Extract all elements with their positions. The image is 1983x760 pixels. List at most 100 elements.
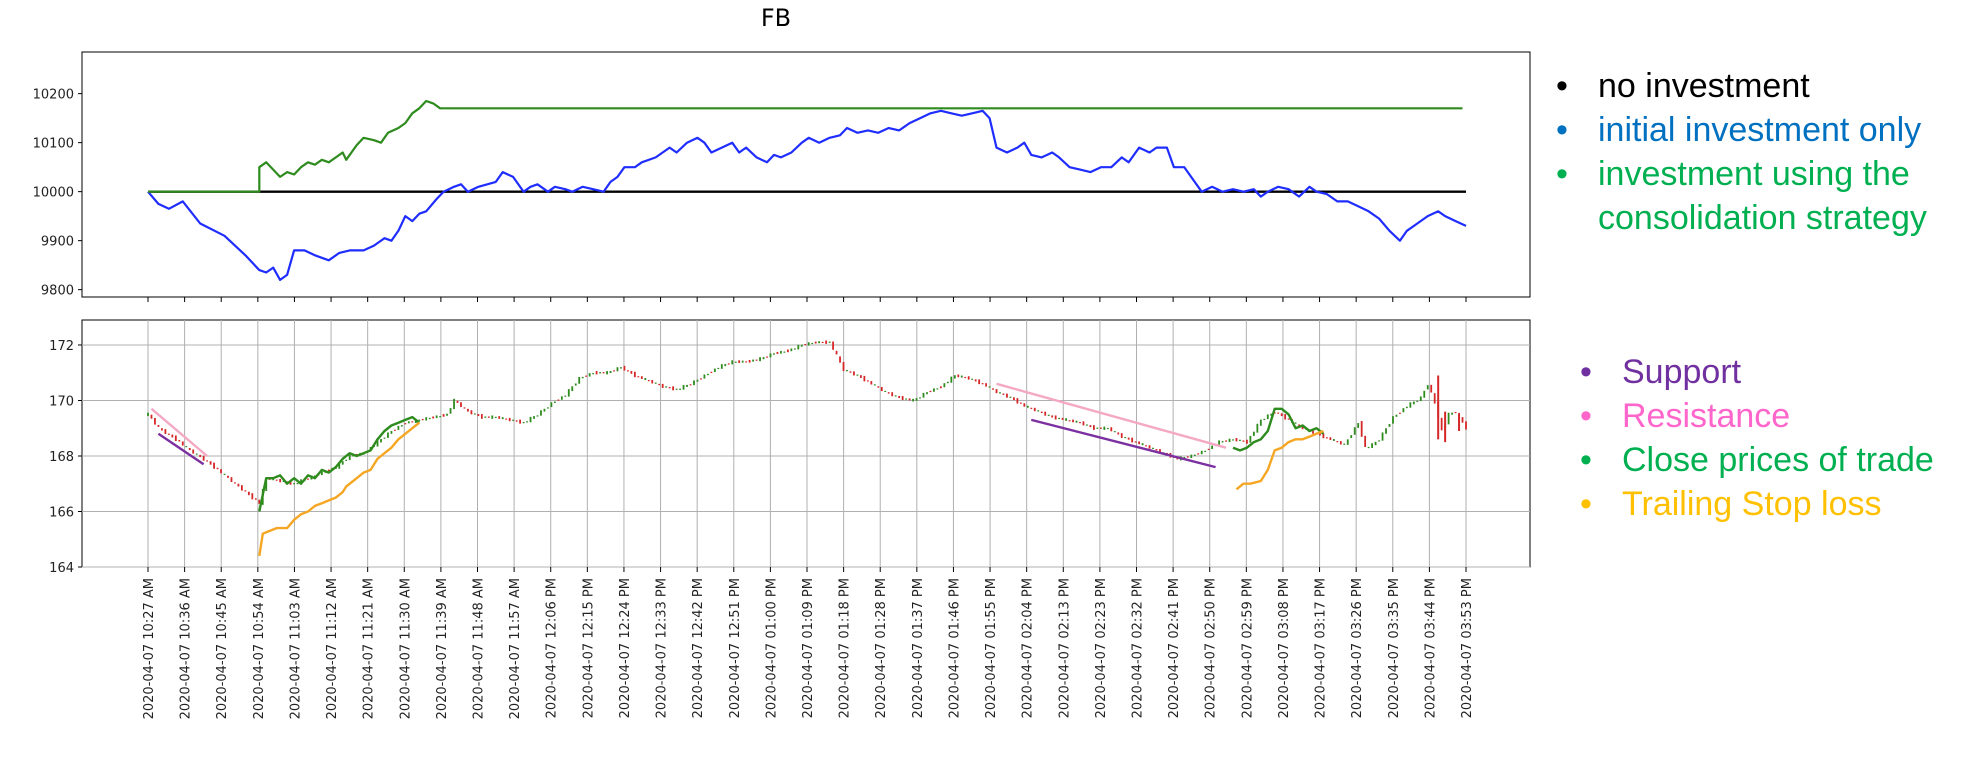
x-tick-label: 2020-04-07 12:24 PM [618, 578, 633, 718]
bullet-icon: • [1580, 485, 1592, 523]
candle [915, 398, 918, 401]
candle [380, 439, 382, 443]
candle [480, 414, 483, 419]
candle [1047, 414, 1050, 416]
candle [223, 473, 226, 475]
candle [1419, 396, 1422, 402]
legend-label: investment using the consolidation strat… [1598, 155, 1927, 237]
candle [1339, 441, 1342, 445]
bottom-plot-frame [81, 319, 1531, 568]
candle [1006, 393, 1008, 398]
candle [314, 475, 316, 477]
candle [1221, 441, 1224, 443]
candle [828, 341, 831, 343]
candle [901, 396, 904, 401]
candle [627, 370, 629, 372]
candle [157, 424, 160, 427]
candle [247, 491, 250, 496]
candle [501, 417, 504, 420]
candle [1242, 440, 1245, 442]
candle [1266, 414, 1269, 420]
candle [275, 479, 278, 481]
x-tick-label: 2020-04-07 11:12 AM [325, 578, 340, 719]
candle [675, 388, 678, 390]
candle [1353, 427, 1356, 435]
candle [240, 485, 243, 491]
candle [866, 380, 869, 382]
candle [477, 414, 480, 417]
candle [1374, 441, 1377, 446]
candle [731, 360, 734, 365]
candle [341, 461, 344, 465]
candle [515, 420, 518, 422]
candle [1364, 435, 1367, 447]
candle [773, 353, 775, 355]
chart-title: FB [761, 4, 791, 32]
candle [254, 498, 257, 500]
candle [877, 386, 880, 388]
candle [171, 434, 174, 438]
candle [216, 467, 219, 470]
overlay-line-0 [157, 432, 205, 466]
candle [1054, 415, 1057, 420]
candle [206, 460, 209, 462]
candle [1072, 419, 1074, 423]
candle [800, 344, 803, 347]
candle [783, 351, 786, 353]
candle [1096, 427, 1099, 429]
candle [1388, 424, 1391, 427]
candle [679, 388, 681, 390]
candle [797, 344, 800, 350]
candle [1148, 445, 1151, 449]
candle [585, 375, 588, 377]
candle [1152, 447, 1154, 449]
candle [873, 384, 876, 386]
candle [1399, 412, 1401, 414]
bullet-icon: • [1580, 441, 1592, 479]
candle [1454, 411, 1457, 414]
y-tick-label: 164 [49, 561, 74, 576]
bullet-icon: • [1580, 353, 1592, 391]
candle [279, 478, 282, 483]
candle [908, 398, 911, 401]
legend-item-trailing-stop: • Trailing Stop loss [1572, 482, 1972, 526]
candle [348, 454, 351, 461]
x-tick-label: 2020-04-07 12:33 PM [655, 578, 670, 718]
candle [807, 342, 810, 346]
candle [543, 408, 546, 412]
overlay-line-2 [150, 407, 208, 457]
candle [327, 469, 330, 472]
candle [1280, 413, 1283, 417]
y-tick-label: 9900 [41, 235, 74, 250]
x-tick-label: 2020-04-07 12:06 PM [545, 578, 560, 718]
candle [814, 341, 817, 344]
candle [832, 341, 834, 350]
candle [1013, 397, 1015, 401]
candle [849, 371, 852, 373]
x-tick-label: 2020-04-07 11:03 AM [288, 578, 303, 719]
candle [609, 371, 612, 374]
candle [1360, 421, 1363, 437]
candle [293, 483, 295, 485]
candle [147, 412, 149, 417]
candle [713, 368, 716, 373]
candle [1044, 411, 1047, 416]
candle [595, 371, 598, 375]
x-tick-label: 2020-04-07 03:17 PM [1314, 578, 1329, 718]
candle [1019, 402, 1022, 404]
candle [1284, 414, 1287, 420]
candle [1381, 432, 1384, 441]
legend-label: Support [1622, 353, 1742, 391]
legend-label: Close prices of trade [1622, 441, 1934, 479]
candle [383, 437, 386, 439]
candle [727, 363, 730, 365]
candle [964, 376, 967, 379]
overlay-line-6 [258, 421, 421, 557]
x-tick-label: 2020-04-07 11:30 AM [398, 578, 413, 719]
candle-spike [1437, 375, 1440, 440]
x-tick-label: 2020-04-07 11:57 AM [508, 578, 523, 719]
candle [230, 477, 233, 482]
candle [1433, 393, 1436, 404]
